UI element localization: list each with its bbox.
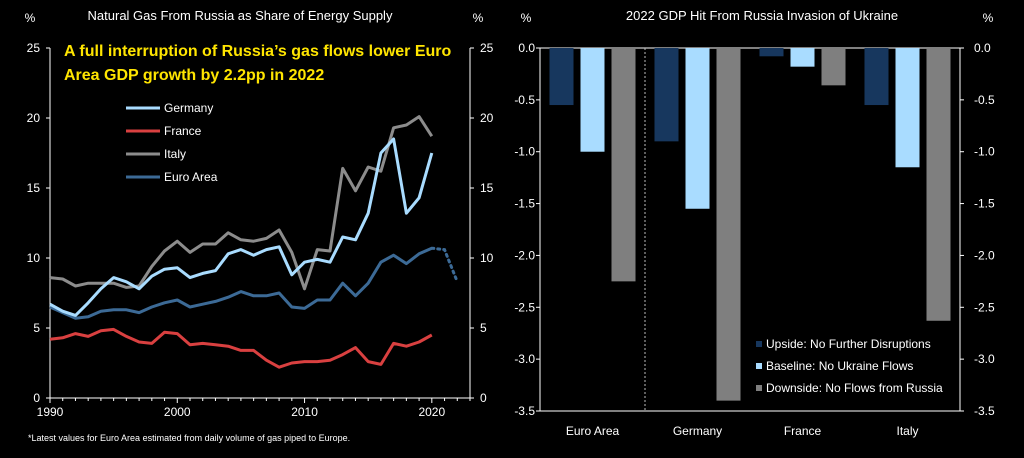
legend-label: Euro Area <box>164 170 218 184</box>
x-tick-label: 2000 <box>164 405 191 419</box>
bar <box>654 48 679 142</box>
line-euro-area-estimate <box>430 246 459 284</box>
legend-swatch <box>756 341 762 347</box>
legend-swatch <box>756 363 762 369</box>
y-tick-label: 10 <box>27 251 41 265</box>
legend-label: Baseline: No Ukraine Flows <box>766 359 913 373</box>
right-y-unit-left: % <box>521 11 532 25</box>
right-y-unit-right: % <box>983 11 994 25</box>
y-tick-label: -0.5 <box>514 93 535 107</box>
category-label: France <box>784 424 822 438</box>
y-tick-label-right: -1.0 <box>974 145 995 159</box>
bar <box>790 48 815 67</box>
y-tick-label-right: 25 <box>480 41 494 55</box>
y-tick-label: -1.5 <box>514 197 535 211</box>
y-tick-label: 20 <box>27 111 41 125</box>
y-tick-label: 0 <box>33 391 40 405</box>
y-tick-label: -3.0 <box>514 352 535 366</box>
line-euro-area <box>49 246 433 320</box>
annotation-line-1: A full interruption of Russia’s gas flow… <box>64 43 452 60</box>
y-tick-label: -2.5 <box>514 300 535 314</box>
y-tick-label-right: -2.0 <box>974 248 995 262</box>
y-tick-label-right: -2.5 <box>974 300 995 314</box>
line-germany <box>49 137 434 317</box>
y-tick-label-right: 5 <box>480 321 487 335</box>
gdp-hit-bar-chart: 2022 GDP Hit From Russia Invasion of Ukr… <box>514 8 995 438</box>
y-tick-label: -3.5 <box>514 404 535 418</box>
legend-label: Downside: No Flows from Russia <box>766 381 943 395</box>
bar <box>895 48 920 168</box>
y-tick-label-right: -1.5 <box>974 197 995 211</box>
category-label: Euro Area <box>566 424 620 438</box>
bar <box>864 48 889 106</box>
legend-label: Italy <box>164 147 186 161</box>
line-france <box>49 327 433 369</box>
category-label: Germany <box>673 424 722 438</box>
line-italy <box>49 115 434 291</box>
y-tick-label: 5 <box>33 321 40 335</box>
y-tick-label-right: 0 <box>480 391 487 405</box>
right-chart-panel: 2022 GDP Hit From Russia Invasion of Ukr… <box>510 0 1024 458</box>
bar <box>549 48 574 106</box>
left-chart-panel: Natural Gas From Russia as Share of Ener… <box>0 0 510 458</box>
y-tick-label-right: 20 <box>480 111 494 125</box>
x-tick-label: 2020 <box>418 405 445 419</box>
bar <box>821 48 846 86</box>
y-tick-label-right: 15 <box>480 181 494 195</box>
bar <box>611 48 636 282</box>
left-chart-title: Natural Gas From Russia as Share of Ener… <box>88 8 393 23</box>
bar <box>685 48 710 209</box>
y-tick-label-right: 10 <box>480 251 494 265</box>
legend-label: Upside: No Further Disruptions <box>766 337 931 351</box>
legend-label: Germany <box>164 101 213 115</box>
annotation-line-2: Area GDP growth by 2.2pp in 2022 <box>64 67 324 84</box>
y-tick-label-right: -3.5 <box>974 404 995 418</box>
x-tick-label: 1990 <box>37 405 64 419</box>
left-y-unit-left: % <box>25 11 36 25</box>
bar <box>716 48 741 401</box>
legend-label: France <box>164 124 202 138</box>
legend-swatch <box>756 385 762 391</box>
y-tick-label-right: -3.0 <box>974 352 995 366</box>
x-tick-label: 2010 <box>291 405 318 419</box>
y-tick-label: 25 <box>27 41 41 55</box>
bar <box>759 48 784 57</box>
y-tick-label: 15 <box>27 181 41 195</box>
category-label: Italy <box>896 424 918 438</box>
y-tick-label: -2.0 <box>514 248 535 262</box>
y-tick-label-right: 0.0 <box>974 41 991 55</box>
right-chart-title: 2022 GDP Hit From Russia Invasion of Ukr… <box>626 8 898 23</box>
y-tick-label: 0.0 <box>518 41 535 55</box>
bar <box>580 48 605 152</box>
y-tick-label-right: -0.5 <box>974 93 995 107</box>
footnote: *Latest values for Euro Area estimated f… <box>28 433 350 443</box>
bar <box>926 48 951 321</box>
gas-share-line-chart: Natural Gas From Russia as Share of Ener… <box>25 8 494 443</box>
left-y-unit-right: % <box>473 11 484 25</box>
y-tick-label: -1.0 <box>514 145 535 159</box>
